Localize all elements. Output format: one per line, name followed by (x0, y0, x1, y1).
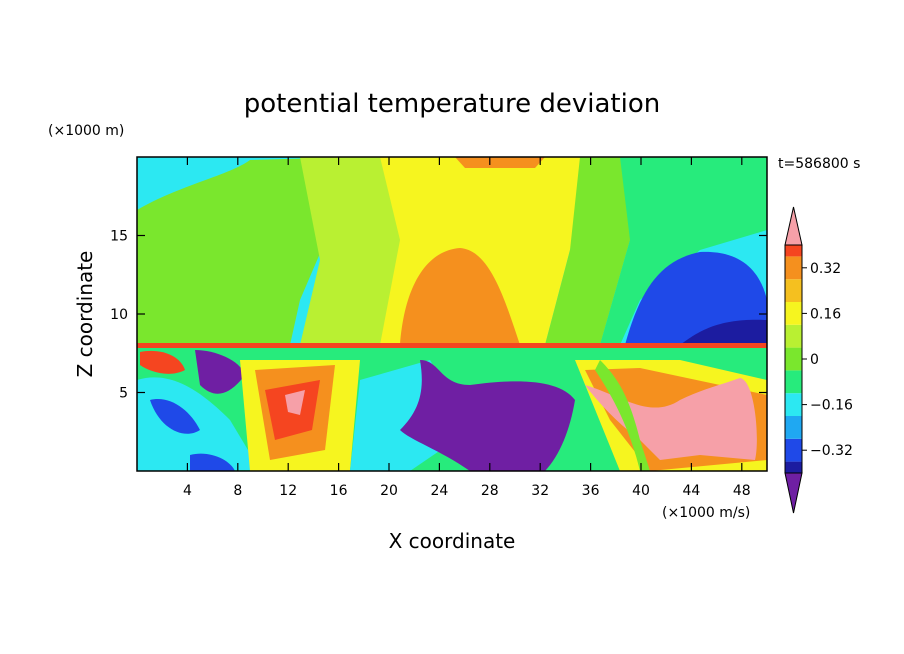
x-tick-label: 36 (582, 483, 600, 499)
x-tick-label: 16 (330, 483, 348, 499)
upper-top-orange (455, 157, 545, 168)
x-tick-label: 48 (733, 483, 751, 499)
x-tick-label: 20 (380, 483, 398, 499)
lower-pink-center (285, 390, 305, 415)
colorbar-tick-label: 0.16 (810, 306, 841, 322)
x-tick-label: 4 (183, 483, 192, 499)
x-unit-label: (×1000 m/s) (662, 505, 750, 521)
y-unit-label: (×1000 m) (48, 123, 124, 139)
x-axis-title: X coordinate (389, 529, 516, 553)
colorbar-tick-label: −0.16 (810, 398, 853, 414)
lower-pink-right (585, 378, 757, 460)
colorbar-segment (785, 245, 802, 257)
colorbar-segment (785, 461, 802, 473)
colorbar-segment (785, 279, 802, 302)
y-tick-label: 10 (110, 307, 128, 323)
colorbar-tick-label: 0.32 (810, 261, 841, 277)
x-tick-label: 40 (632, 483, 650, 499)
contour-field (137, 157, 767, 471)
lower-purple-left (195, 350, 245, 394)
chart-title: potential temperature deviation (244, 89, 660, 119)
colorbar-segment (785, 302, 802, 325)
colorbar-segment (785, 324, 802, 348)
y-tick-label: 5 (119, 386, 128, 402)
colorbar-segment (785, 393, 802, 416)
x-tick-label: 44 (682, 483, 700, 499)
upper-band-teal-right (600, 157, 767, 345)
lower-blue-patches (150, 399, 235, 471)
colorbar-segment (785, 370, 802, 394)
colorbar: 0.32 0.16 0 −0.16 −0.32 (784, 206, 853, 514)
colorbar-segment (785, 438, 802, 462)
colorbar-tick-label: 0 (810, 352, 819, 368)
upper-band-darkblue (680, 319, 767, 345)
colorbar-extend-min (784, 472, 803, 514)
colorbar-segment (785, 416, 802, 439)
colorbar-segment (785, 256, 802, 280)
inversion-line (137, 343, 767, 348)
upper-band-green-left (137, 157, 360, 345)
y-tick-label: 15 (110, 229, 128, 245)
colorbar-segment (785, 347, 802, 371)
colorbar-extend-max (784, 206, 803, 246)
upper-band-orange (400, 248, 520, 345)
colorbar-tick-label: −0.32 (810, 443, 853, 459)
x-tick-label: 24 (430, 483, 448, 499)
x-tick-label: 28 (481, 483, 499, 499)
x-tick-label: 32 (531, 483, 549, 499)
x-tick-label: 8 (233, 483, 242, 499)
y-axis-title: Z coordinate (73, 251, 97, 378)
time-label: t=586800 s (778, 156, 860, 172)
x-tick-label: 12 (279, 483, 297, 499)
lower-purple-center (400, 360, 575, 471)
lower-green-right-streak (595, 360, 650, 471)
lower-red-left (140, 350, 185, 374)
